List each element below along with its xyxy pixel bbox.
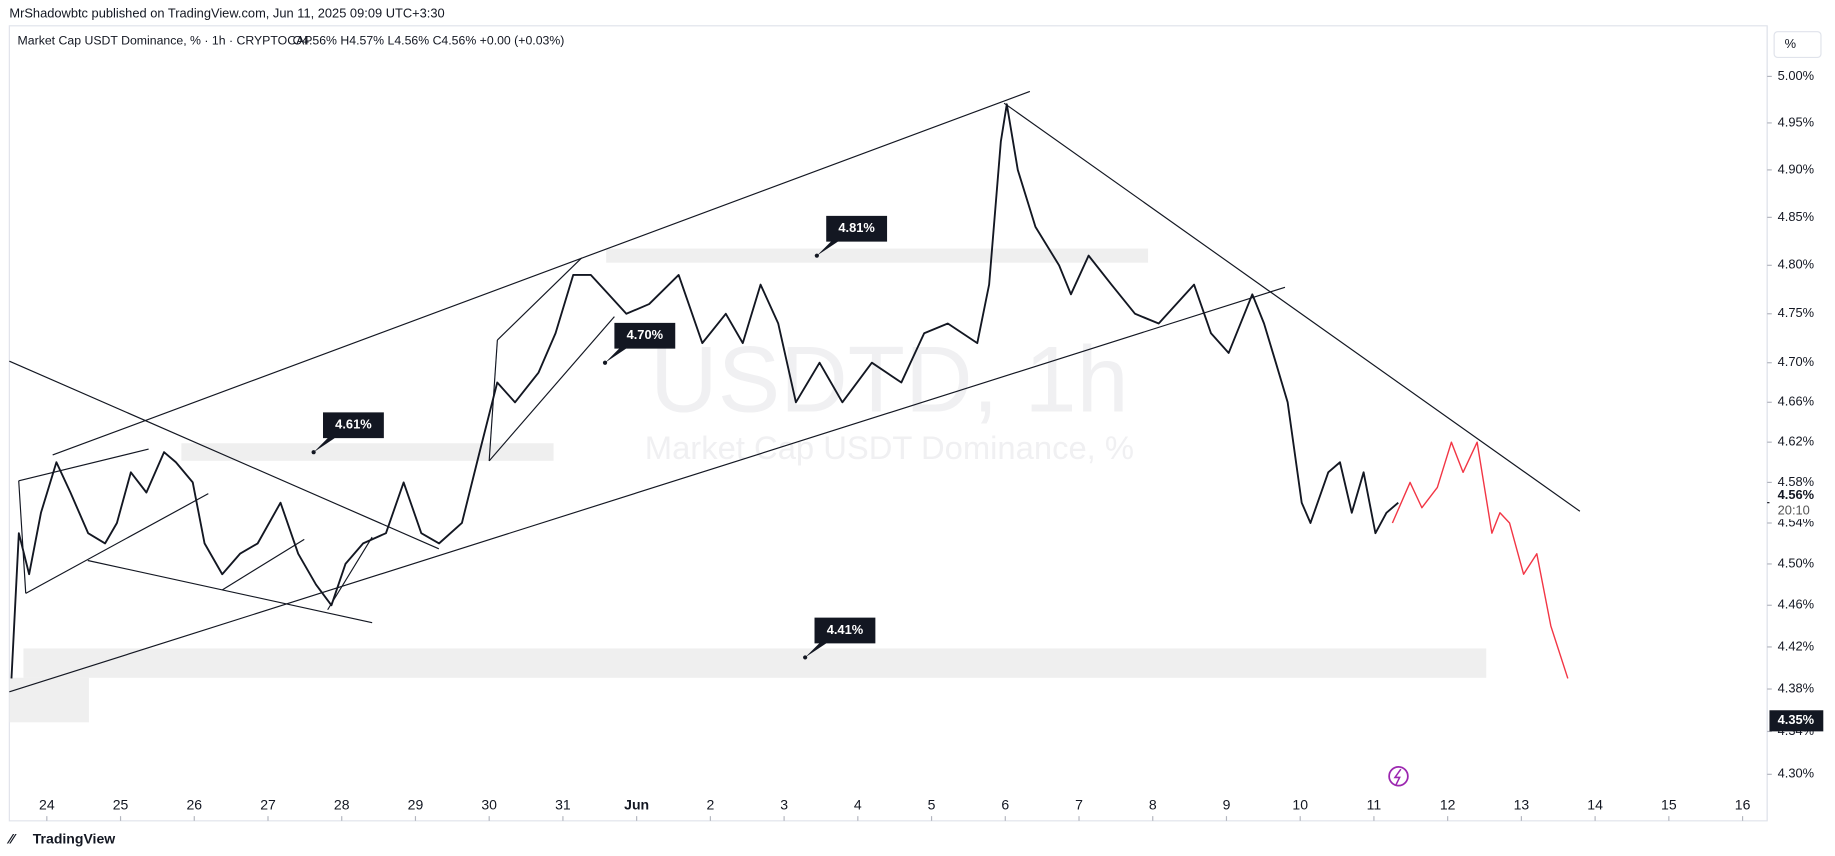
zone: [23, 648, 1487, 678]
legend-title: Market Cap USDT Dominance, % · 1h · CRYP…: [18, 33, 313, 47]
annotation-box: [313, 412, 384, 453]
y-tick-label: 4.85%: [1778, 209, 1814, 224]
x-tick-label: 30: [481, 796, 497, 812]
x-tick-label: 31: [555, 796, 571, 812]
x-tick-label: 2: [706, 796, 714, 812]
x-tick-label: Jun: [624, 796, 649, 812]
brand-logo: ⁄⁄: [6, 830, 16, 846]
x-tick-label: 13: [1514, 796, 1530, 812]
price-label-box: [1769, 486, 1824, 520]
annotation-box: [816, 215, 888, 256]
publisher: MrShadowbtc published on TradingView.com…: [9, 5, 444, 20]
trendline: [222, 538, 305, 591]
trendline: [25, 493, 209, 594]
trendline: [9, 286, 1286, 693]
x-tick-label: 29: [408, 796, 424, 812]
x-tick-label: 16: [1735, 796, 1751, 812]
trendline: [52, 90, 1031, 456]
trendline: [327, 536, 373, 611]
zone: [181, 443, 554, 461]
y-tick-label: 5.00%: [1778, 68, 1814, 83]
x-tick-label: 25: [113, 796, 129, 812]
x-tick-label: 9: [1223, 796, 1231, 812]
y-tick-label: 4.80%: [1778, 257, 1814, 272]
trendline: [488, 316, 615, 462]
annotation-label: 4.61%: [335, 417, 372, 432]
trendline: [87, 559, 373, 624]
y-tick-label: 4.30%: [1778, 766, 1814, 781]
watermark-subtitle: Market Cap USDT Dominance, %: [645, 429, 1134, 466]
y-tick-label: 4.46%: [1778, 597, 1814, 612]
annotation-label: 4.70%: [627, 327, 664, 342]
x-tick-label: 7: [1075, 796, 1083, 812]
x-tick-label: 24: [39, 796, 55, 812]
y-tick-label: 4.95%: [1778, 114, 1814, 129]
annotation-label: 4.41%: [827, 622, 864, 637]
y-tick-label: 4.70%: [1778, 354, 1814, 369]
x-tick-label: 3: [780, 796, 788, 812]
x-tick-label: 14: [1587, 796, 1603, 812]
price-line: [10, 103, 1399, 679]
x-tick-label: 15: [1661, 796, 1677, 812]
forecast-line: [1391, 441, 1569, 679]
y-tick-label: 4.50%: [1778, 555, 1814, 570]
legend-ohlc: O4.56% H4.57% L4.56% C4.56% +0.00 (+0.03…: [293, 33, 565, 47]
x-tick-label: 26: [186, 796, 202, 812]
zone: [9, 677, 89, 723]
annotation-anchor: [602, 360, 608, 365]
y-tick-label: 4.42%: [1778, 638, 1814, 653]
x-tick-label: 4: [854, 796, 862, 812]
x-tick-label: 10: [1292, 796, 1308, 812]
scale-button[interactable]: [1773, 31, 1822, 59]
alert-bolt: [1393, 768, 1402, 785]
price-label: 4.56%: [1778, 487, 1815, 502]
y-tick-label: 4.75%: [1778, 305, 1814, 320]
x-tick-label: 5: [928, 796, 936, 812]
trendlines: [9, 90, 1581, 693]
level-label: 4.35%: [1778, 712, 1815, 727]
y-tick-label: 4.38%: [1778, 680, 1814, 695]
trendline: [18, 480, 27, 594]
scale-button-label[interactable]: %: [1785, 36, 1796, 51]
y-tick-label: 4.66%: [1778, 394, 1814, 409]
x-tick-label: 6: [1001, 796, 1009, 812]
y-tick-label: 4.90%: [1778, 161, 1814, 176]
watermark: USDTD, 1h: [650, 327, 1129, 432]
x-tick-label: 11: [1367, 796, 1382, 812]
y-tick-label: 4.58%: [1778, 474, 1814, 489]
annotation-box: [805, 617, 876, 658]
zones: [9, 248, 1487, 723]
y-tick-label: 4.62%: [1778, 434, 1814, 449]
alert-icon[interactable]: [1388, 766, 1409, 787]
level-label-box: [1769, 710, 1824, 732]
trendline: [18, 448, 149, 482]
trendline: [1003, 102, 1581, 512]
annotation-box: [605, 322, 676, 363]
brand: TradingView: [33, 830, 115, 846]
x-tick-label: 8: [1149, 796, 1157, 812]
trendline: [496, 257, 583, 341]
x-tick-label: 28: [334, 796, 350, 812]
zone: [606, 248, 1149, 263]
x-tick-label: 12: [1440, 796, 1456, 812]
trendline: [9, 360, 440, 550]
countdown: 20:10: [1778, 502, 1810, 517]
x-tick-label: 27: [260, 796, 276, 812]
annotation-label: 4.81%: [838, 220, 875, 235]
